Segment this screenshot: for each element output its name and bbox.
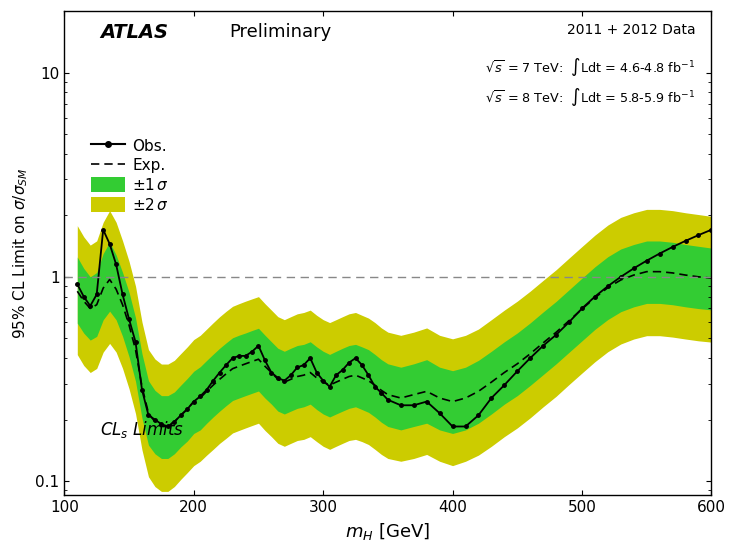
Y-axis label: 95% CL Limit on $\sigma/\sigma_{SM}$: 95% CL Limit on $\sigma/\sigma_{SM}$ xyxy=(11,168,29,339)
Legend: Obs., Exp., $\pm1\,\sigma$, $\pm2\,\sigma$: Obs., Exp., $\pm1\,\sigma$, $\pm2\,\sigm… xyxy=(88,135,172,216)
Text: $\sqrt{s}$ = 7 TeV:  $\int$Ldt = 4.6-4.8 fb$^{-1}$: $\sqrt{s}$ = 7 TeV: $\int$Ldt = 4.6-4.8 … xyxy=(485,56,695,77)
Text: ATLAS: ATLAS xyxy=(100,23,168,42)
Text: 2011 + 2012 Data: 2011 + 2012 Data xyxy=(567,23,695,37)
Text: Preliminary: Preliminary xyxy=(229,23,332,41)
Text: $\sqrt{s}$ = 8 TeV:  $\int$Ldt = 5.8-5.9 fb$^{-1}$: $\sqrt{s}$ = 8 TeV: $\int$Ldt = 5.8-5.9 … xyxy=(485,86,695,108)
X-axis label: $m_{H}$ [GeV]: $m_{H}$ [GeV] xyxy=(346,521,430,542)
Text: $CL_{s}$ Limits: $CL_{s}$ Limits xyxy=(100,419,184,440)
